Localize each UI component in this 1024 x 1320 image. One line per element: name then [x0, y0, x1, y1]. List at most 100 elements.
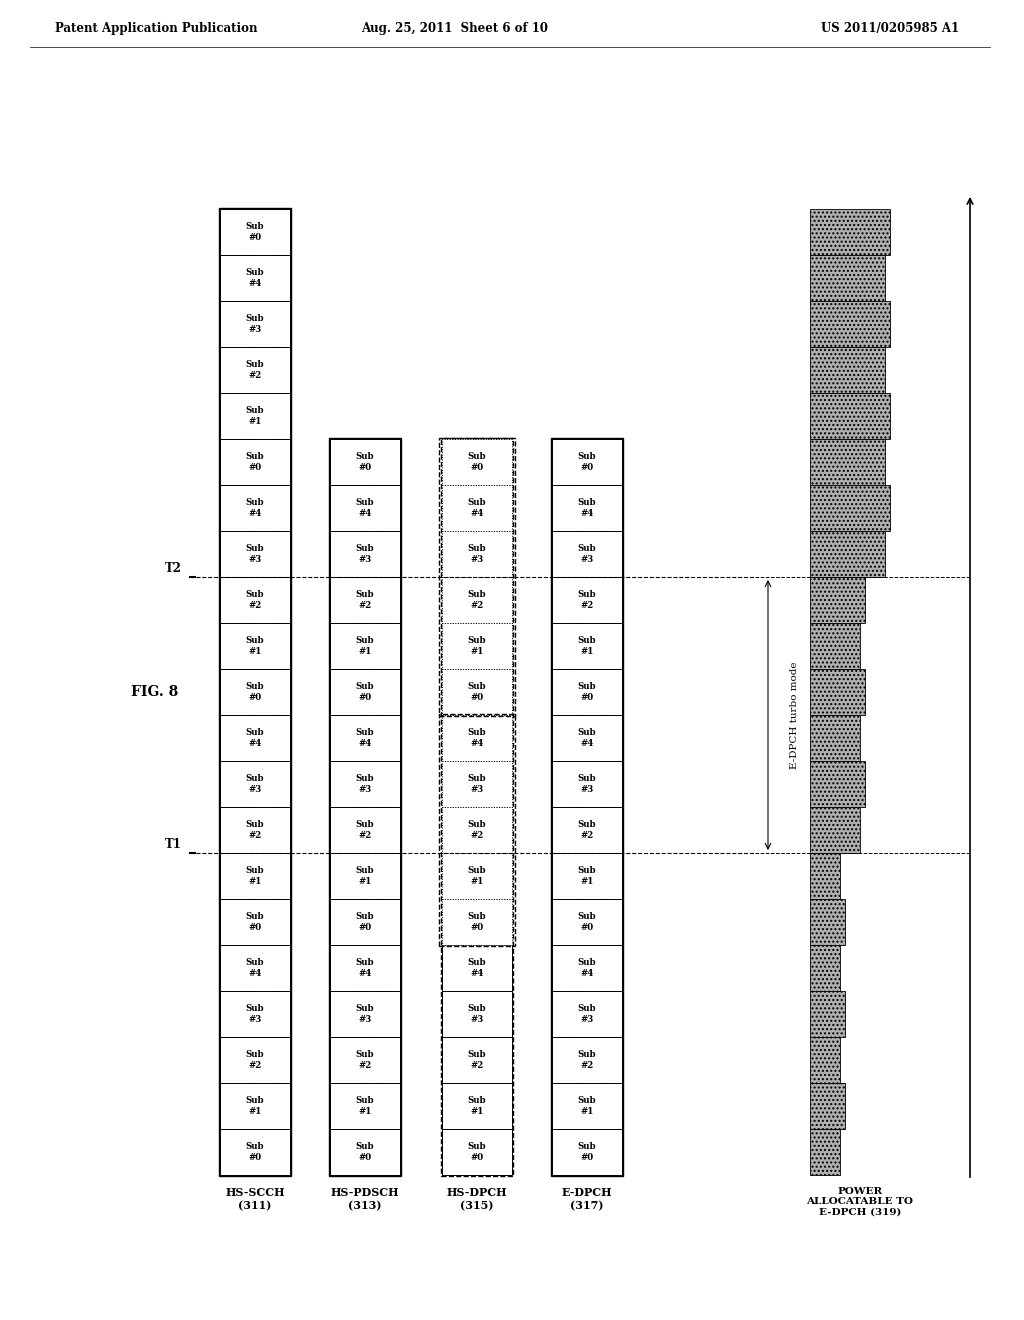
Bar	[551, 438, 623, 1176]
Bar	[810, 853, 840, 899]
Text: FIG. 8: FIG. 8	[131, 685, 178, 700]
Bar	[552, 1082, 622, 1129]
Text: Sub
#1: Sub #1	[246, 866, 264, 886]
Bar	[442, 715, 512, 762]
Text: Sub
#4: Sub #4	[578, 729, 596, 747]
Bar	[810, 1129, 840, 1175]
Text: Sub
#0: Sub #0	[578, 682, 596, 702]
Text: POWER
ALLOCATABLE TO
E-DPCH (319): POWER ALLOCATABLE TO E-DPCH (319)	[807, 1187, 913, 1217]
Bar	[220, 577, 290, 623]
Bar	[442, 807, 512, 853]
Text: T1: T1	[165, 838, 182, 851]
Bar	[442, 623, 512, 669]
Bar	[810, 301, 890, 347]
Bar	[810, 945, 840, 991]
Bar	[330, 945, 400, 991]
Bar	[810, 255, 885, 301]
Bar	[442, 669, 512, 715]
Text: Sub
#2: Sub #2	[468, 820, 486, 840]
Text: Sub
#0: Sub #0	[246, 912, 264, 932]
Text: Sub
#0: Sub #0	[468, 682, 486, 702]
Bar	[552, 1038, 622, 1082]
Bar	[439, 438, 515, 715]
Bar	[442, 577, 512, 623]
Text: E-DPCH turbo mode: E-DPCH turbo mode	[790, 661, 799, 768]
Text: Sub
#3: Sub #3	[578, 1005, 596, 1024]
Bar	[220, 440, 290, 484]
Bar	[442, 853, 512, 899]
Bar	[552, 531, 622, 577]
Bar	[330, 669, 400, 715]
Text: Sub
#2: Sub #2	[578, 1051, 596, 1069]
Text: Sub
#3: Sub #3	[355, 775, 375, 793]
Bar	[810, 669, 865, 715]
Bar	[220, 991, 290, 1038]
Text: Sub
#3: Sub #3	[246, 1005, 264, 1024]
Bar	[330, 853, 400, 899]
Text: Sub
#4: Sub #4	[578, 498, 596, 517]
Text: Sub
#1: Sub #1	[355, 866, 375, 886]
Text: E-DPCH
(317): E-DPCH (317)	[562, 1187, 612, 1210]
Bar	[552, 669, 622, 715]
Text: Sub
#3: Sub #3	[468, 1005, 486, 1024]
Text: Sub
#2: Sub #2	[578, 590, 596, 610]
Bar	[220, 484, 290, 531]
Bar	[442, 531, 512, 577]
Text: Sub
#2: Sub #2	[246, 590, 264, 610]
Text: Sub
#3: Sub #3	[246, 314, 264, 334]
Bar	[442, 945, 512, 991]
Bar	[330, 762, 400, 807]
Text: Aug. 25, 2011  Sheet 6 of 10: Aug. 25, 2011 Sheet 6 of 10	[361, 22, 549, 36]
Bar	[330, 1129, 400, 1175]
Bar	[810, 577, 865, 623]
Bar	[552, 762, 622, 807]
Bar	[442, 991, 512, 1038]
Bar	[330, 1038, 400, 1082]
Bar	[330, 623, 400, 669]
Bar	[552, 484, 622, 531]
Bar	[220, 255, 290, 301]
Bar	[220, 301, 290, 347]
Bar	[220, 899, 290, 945]
Text: Sub
#0: Sub #0	[246, 222, 264, 242]
Text: Sub
#0: Sub #0	[246, 1142, 264, 1162]
Text: Sub
#1: Sub #1	[246, 636, 264, 656]
Text: Sub
#4: Sub #4	[355, 729, 375, 747]
Bar	[552, 807, 622, 853]
Bar	[439, 714, 515, 946]
Bar	[219, 209, 291, 1176]
Text: Sub
#1: Sub #1	[355, 1097, 375, 1115]
Bar	[810, 484, 890, 531]
Text: Sub
#0: Sub #0	[355, 912, 375, 932]
Bar	[810, 991, 845, 1038]
Bar	[330, 531, 400, 577]
Text: Sub
#2: Sub #2	[355, 1051, 375, 1069]
Text: Sub
#4: Sub #4	[468, 498, 486, 517]
Bar	[810, 393, 890, 440]
Bar	[330, 440, 400, 484]
Bar	[330, 1082, 400, 1129]
Bar	[220, 762, 290, 807]
Bar	[220, 715, 290, 762]
Text: Sub
#3: Sub #3	[355, 1005, 375, 1024]
Text: T2: T2	[165, 562, 182, 576]
Bar	[810, 1038, 840, 1082]
Text: Sub
#3: Sub #3	[468, 775, 486, 793]
Text: Sub
#1: Sub #1	[468, 636, 486, 656]
Text: Sub
#2: Sub #2	[246, 1051, 264, 1069]
Text: Sub
#0: Sub #0	[246, 682, 264, 702]
Text: Sub
#0: Sub #0	[468, 912, 486, 932]
Bar	[220, 807, 290, 853]
Bar	[552, 577, 622, 623]
Bar	[220, 945, 290, 991]
Text: Sub
#0: Sub #0	[355, 1142, 375, 1162]
Text: Sub
#1: Sub #1	[468, 866, 486, 886]
Bar	[220, 209, 290, 255]
Bar	[442, 484, 512, 531]
Text: Sub
#4: Sub #4	[355, 498, 375, 517]
Text: Sub
#0: Sub #0	[468, 1142, 486, 1162]
Text: Sub
#1: Sub #1	[246, 1097, 264, 1115]
Bar	[442, 899, 512, 945]
Text: Sub
#3: Sub #3	[246, 775, 264, 793]
Text: Sub
#2: Sub #2	[246, 360, 264, 380]
